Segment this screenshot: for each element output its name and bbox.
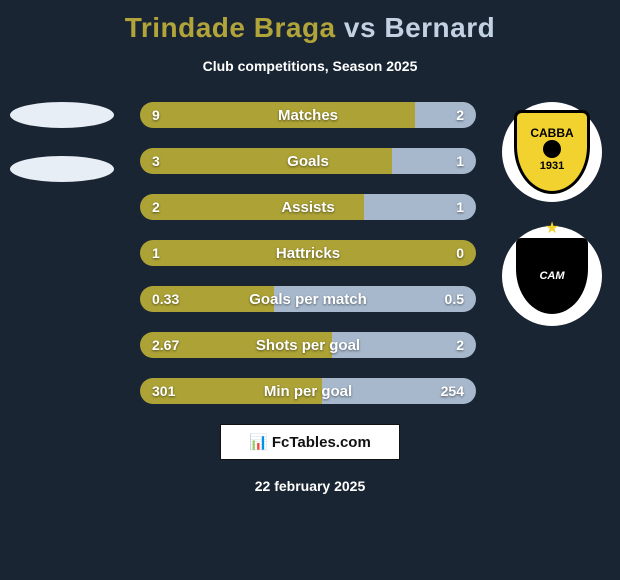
stat-row: 21Assists [140,194,476,220]
bar-right-fill [274,286,476,312]
site-text: FcTables.com [272,434,371,451]
bar-right-fill [332,332,476,358]
bar-left-fill [140,286,274,312]
bar-right-fill [322,378,476,404]
title-vs: vs [344,12,376,43]
cabba-shield: CABBA 1931 [514,110,590,194]
stat-bars: 92Matches 31Goals 21Assists 10Hattricks 0.33… [140,102,476,404]
subtitle: Club competitions, Season 2025 [0,58,620,74]
chart-icon: 📊 [249,433,268,451]
cam-star-icon: ★ [545,218,559,238]
left-badge-column [10,102,114,210]
stat-row: 0.330.5Goals per match [140,286,476,312]
stat-row: 10Hattricks [140,240,476,266]
bar-right-fill [364,194,476,220]
bar-left-fill [140,194,364,220]
title-player2: Bernard [384,12,495,43]
stat-row: 92Matches [140,102,476,128]
bar-left-fill [140,148,392,174]
cabba-text-bottom: 1931 [540,160,564,172]
bar-left-fill [140,240,476,266]
bar-right-fill [392,148,476,174]
cabba-ball-icon [543,140,561,158]
stat-row: 31Goals [140,148,476,174]
right-badge-column: CABBA 1931 ★ CAM [502,102,602,350]
left-ellipse-1 [10,102,114,128]
left-ellipse-2 [10,156,114,182]
site-attribution: 📊 FcTables.com [220,424,400,460]
date-label: 22 february 2025 [0,478,620,494]
stats-area: CABBA 1931 ★ CAM 92Matches 31Goals 21Assis… [0,102,620,404]
club-badge-cabba: CABBA 1931 [502,102,602,202]
stat-row: 301254Min per goal [140,378,476,404]
cam-shield: CAM [516,238,588,314]
bar-left-fill [140,332,332,358]
club-badge-cam: ★ CAM [502,226,602,326]
cam-text: CAM [539,270,564,282]
page-title: Trindade Braga vs Bernard [0,0,620,44]
bar-left-fill [140,102,415,128]
bar-right-fill [415,102,476,128]
stat-row: 2.672Shots per goal [140,332,476,358]
title-player1: Trindade Braga [125,12,336,43]
bar-left-fill [140,378,322,404]
content-root: Trindade Braga vs Bernard Club competiti… [0,0,620,580]
cabba-text-top: CABBA [530,126,573,140]
